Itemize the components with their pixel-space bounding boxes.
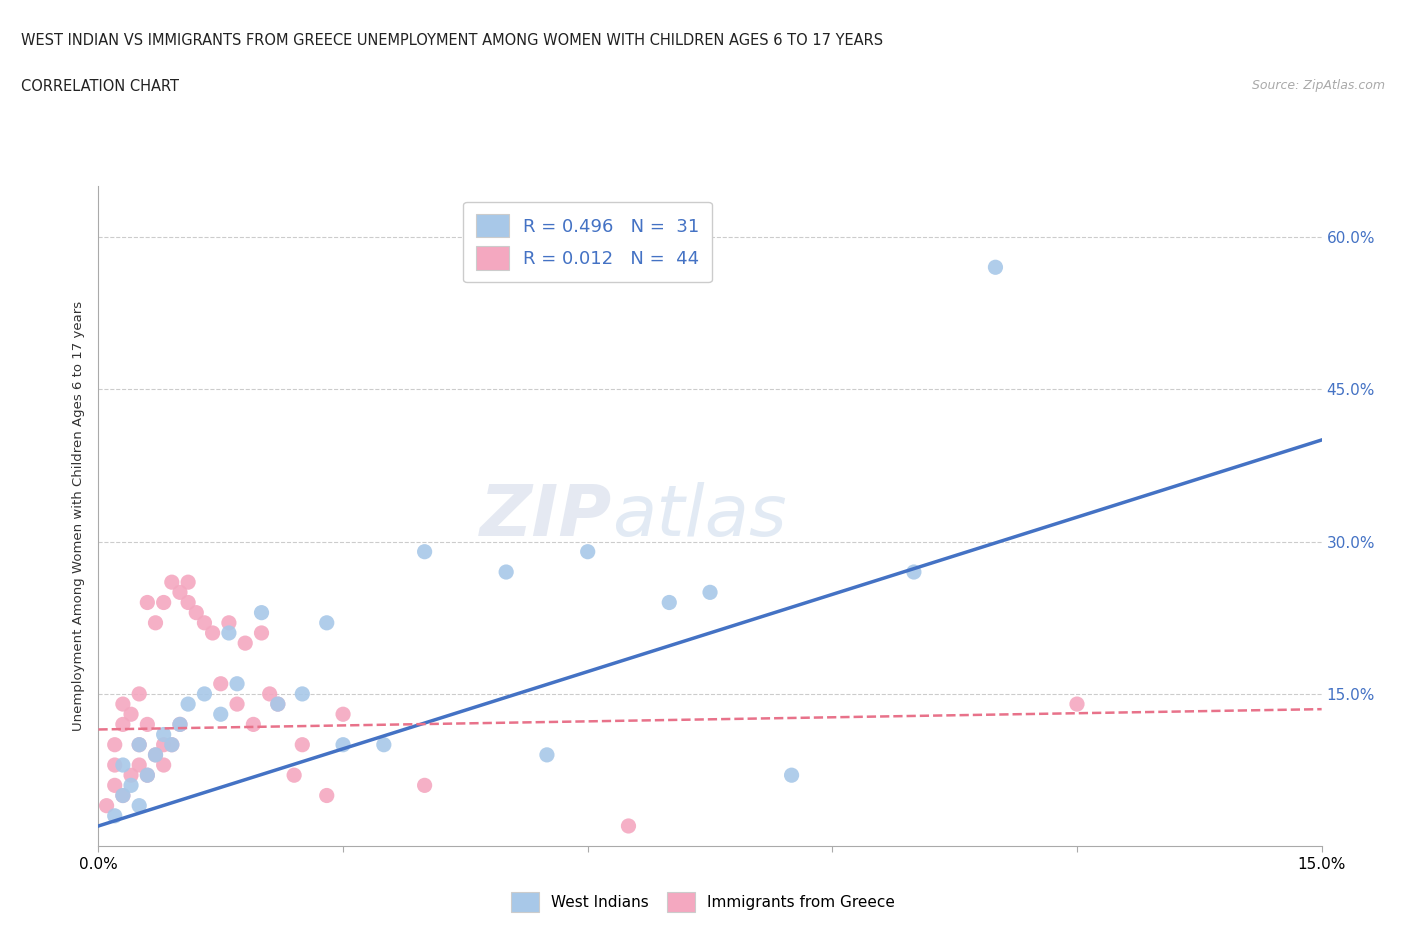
Point xyxy=(315,616,337,631)
Point xyxy=(169,717,191,732)
Point xyxy=(111,758,134,773)
Point xyxy=(259,686,281,701)
Point xyxy=(136,768,159,783)
Point xyxy=(120,777,142,792)
Point xyxy=(332,707,354,722)
Point xyxy=(104,777,127,792)
Text: ZIP: ZIP xyxy=(479,482,612,551)
Point xyxy=(160,737,183,752)
Point xyxy=(177,595,200,610)
Point xyxy=(145,748,167,763)
Point xyxy=(177,575,200,590)
Point xyxy=(242,717,264,732)
Point xyxy=(984,259,1007,274)
Point xyxy=(128,737,150,752)
Point xyxy=(104,737,127,752)
Point xyxy=(128,798,150,813)
Point xyxy=(291,737,314,752)
Point xyxy=(128,758,150,773)
Point xyxy=(186,605,208,620)
Point xyxy=(332,737,354,752)
Point xyxy=(209,707,232,722)
Point xyxy=(152,595,174,610)
Point xyxy=(1066,697,1088,711)
Point xyxy=(218,616,240,631)
Point xyxy=(111,788,134,803)
Point xyxy=(136,595,159,610)
Point xyxy=(267,697,290,711)
Point xyxy=(145,616,167,631)
Text: Source: ZipAtlas.com: Source: ZipAtlas.com xyxy=(1251,79,1385,92)
Point xyxy=(152,758,174,773)
Point xyxy=(315,788,337,803)
Point xyxy=(104,808,127,823)
Point xyxy=(413,777,436,792)
Point xyxy=(233,636,256,651)
Point xyxy=(128,686,150,701)
Point xyxy=(413,544,436,559)
Point xyxy=(267,697,290,711)
Point xyxy=(373,737,395,752)
Point xyxy=(250,605,273,620)
Point xyxy=(495,565,517,579)
Point xyxy=(250,626,273,641)
Point xyxy=(136,717,159,732)
Point xyxy=(104,758,127,773)
Point xyxy=(226,697,249,711)
Text: CORRELATION CHART: CORRELATION CHART xyxy=(21,79,179,94)
Point xyxy=(291,686,314,701)
Point xyxy=(111,717,134,732)
Point xyxy=(193,686,215,701)
Point xyxy=(120,707,142,722)
Point xyxy=(111,697,134,711)
Point xyxy=(209,676,232,691)
Point xyxy=(283,768,305,783)
Point xyxy=(536,748,558,763)
Point xyxy=(658,595,681,610)
Point xyxy=(201,626,224,641)
Point xyxy=(576,544,599,559)
Point xyxy=(136,768,159,783)
Point xyxy=(145,748,167,763)
Y-axis label: Unemployment Among Women with Children Ages 6 to 17 years: Unemployment Among Women with Children A… xyxy=(72,301,86,731)
Legend: R = 0.496   N =  31, R = 0.012   N =  44: R = 0.496 N = 31, R = 0.012 N = 44 xyxy=(464,202,711,283)
Point xyxy=(903,565,925,579)
Point xyxy=(193,616,215,631)
Point xyxy=(699,585,721,600)
Point xyxy=(96,798,118,813)
Point xyxy=(617,818,640,833)
Point xyxy=(169,717,191,732)
Text: WEST INDIAN VS IMMIGRANTS FROM GREECE UNEMPLOYMENT AMONG WOMEN WITH CHILDREN AGE: WEST INDIAN VS IMMIGRANTS FROM GREECE UN… xyxy=(21,33,883,47)
Point xyxy=(160,575,183,590)
Point xyxy=(111,788,134,803)
Point xyxy=(169,585,191,600)
Point xyxy=(177,697,200,711)
Point xyxy=(780,768,803,783)
Point xyxy=(218,626,240,641)
Point xyxy=(152,737,174,752)
Point xyxy=(160,737,183,752)
Legend: West Indians, Immigrants from Greece: West Indians, Immigrants from Greece xyxy=(505,886,901,918)
Point xyxy=(152,727,174,742)
Text: atlas: atlas xyxy=(612,482,787,551)
Point xyxy=(128,737,150,752)
Point xyxy=(120,768,142,783)
Point xyxy=(226,676,249,691)
